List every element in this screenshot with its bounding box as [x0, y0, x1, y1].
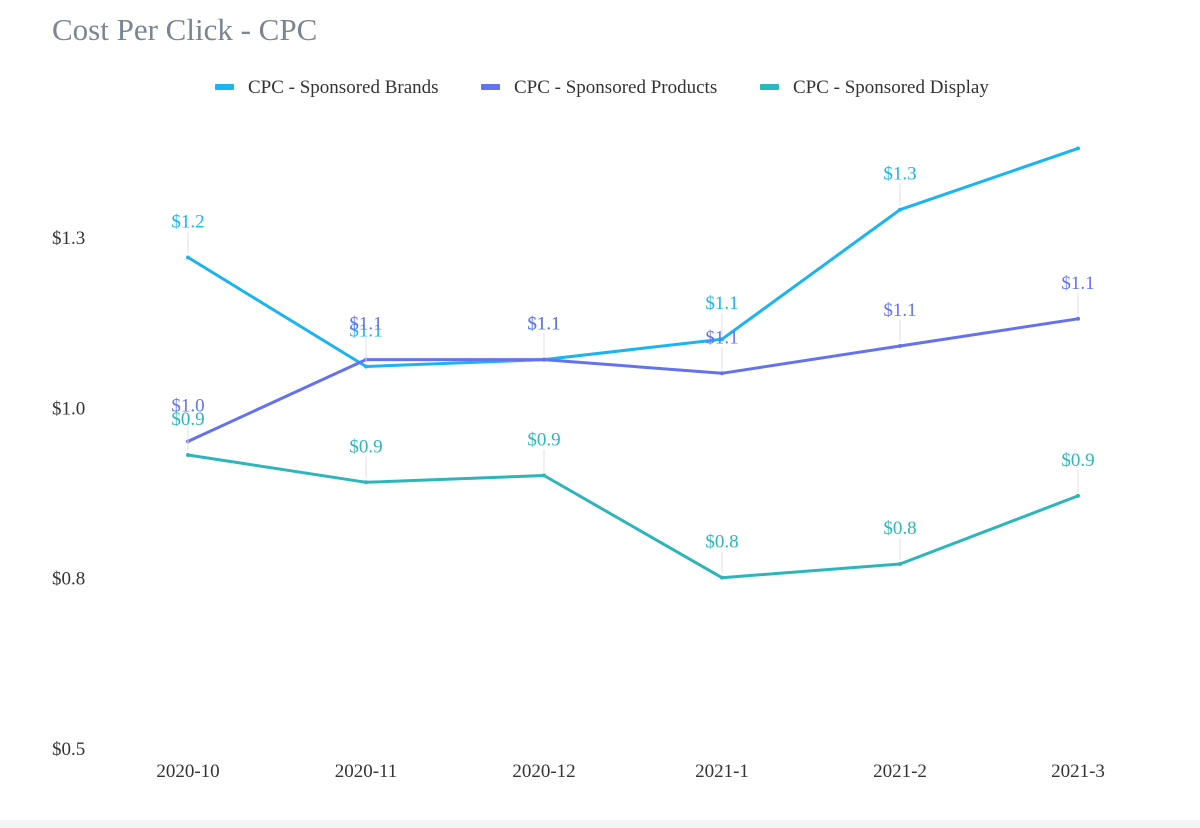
- data-label: $1.1: [705, 327, 738, 348]
- data-point[interactable]: [186, 453, 190, 458]
- data-label: $1.0: [171, 395, 204, 416]
- series-line[interactable]: [186, 317, 1080, 443]
- data-point[interactable]: [898, 562, 902, 567]
- series-line[interactable]: [186, 453, 1080, 580]
- data-point[interactable]: [1076, 493, 1080, 498]
- legend-item[interactable]: CPC - Sponsored Products: [481, 77, 717, 98]
- legend-swatch: [481, 84, 500, 90]
- data-point[interactable]: [720, 371, 724, 376]
- bottom-scrollbar-track: [0, 820, 1200, 828]
- data-label: $1.1: [883, 300, 916, 321]
- data-label: $1.1: [349, 314, 382, 335]
- legend-label: CPC - Sponsored Display: [793, 77, 989, 98]
- data-point[interactable]: [720, 575, 724, 580]
- data-label: $0.9: [527, 429, 560, 450]
- legend-item[interactable]: CPC - Sponsored Display: [760, 77, 989, 98]
- x-tick-label: 2021-1: [695, 761, 749, 782]
- legend: CPC - Sponsored Brands CPC - Sponsored Pr…: [215, 77, 989, 98]
- y-tick-label: $0.5: [52, 739, 85, 760]
- x-tick-label: 2020-12: [512, 761, 575, 782]
- legend-swatch: [215, 84, 234, 90]
- legend-label: CPC - Sponsored Brands: [248, 77, 439, 98]
- data-label: $1.1: [705, 293, 738, 314]
- chart-title: Cost Per Click - CPC: [52, 12, 318, 47]
- data-point[interactable]: [720, 337, 724, 342]
- data-label: $1.1: [527, 314, 560, 335]
- data-label: $0.8: [705, 532, 738, 553]
- y-tick-label: $0.8: [52, 569, 85, 590]
- data-label: $1.1: [527, 314, 560, 335]
- data-point[interactable]: [364, 364, 368, 369]
- x-tick-label: 2020-11: [335, 761, 398, 782]
- x-axis: 2020-10 2020-11 2020-12 2021-1 2021-2 2021-3: [156, 761, 1105, 782]
- data-point[interactable]: [542, 357, 546, 362]
- data-point[interactable]: [898, 207, 902, 212]
- data-label: $1.1: [1061, 273, 1094, 294]
- data-point[interactable]: [1076, 146, 1080, 151]
- data-label: $0.9: [349, 436, 382, 457]
- data-point[interactable]: [898, 344, 902, 349]
- legend-swatch: [760, 84, 779, 90]
- data-point[interactable]: [186, 255, 190, 260]
- data-label: $1.2: [171, 211, 204, 232]
- data-label: $0.8: [883, 518, 916, 539]
- data-label: $0.9: [1061, 450, 1094, 471]
- data-label: $1.1: [349, 320, 382, 341]
- x-tick-label: 2020-10: [156, 761, 219, 782]
- y-tick-label: $1.0: [52, 398, 85, 419]
- data-point[interactable]: [1076, 316, 1080, 321]
- data-labels: $1.2$1.1 $1.1$1.1$1.3$1.0$1.1 $1.1$1.1$1.1…: [171, 164, 1095, 574]
- series-layer: [186, 146, 1080, 580]
- data-point[interactable]: [364, 480, 368, 485]
- data-label: $0.9: [171, 409, 204, 430]
- data-label: $1.3: [883, 164, 916, 185]
- x-tick-label: 2021-3: [1051, 761, 1105, 782]
- legend-item[interactable]: CPC - Sponsored Brands: [215, 77, 439, 98]
- legend-label: CPC - Sponsored Products: [514, 77, 717, 98]
- series-line[interactable]: [186, 146, 1080, 368]
- x-tick-label: 2021-2: [873, 761, 927, 782]
- data-point[interactable]: [542, 473, 546, 478]
- y-tick-label: $1.3: [52, 228, 85, 249]
- y-axis: $0.5 $0.8 $1.0 $1.3: [52, 228, 85, 760]
